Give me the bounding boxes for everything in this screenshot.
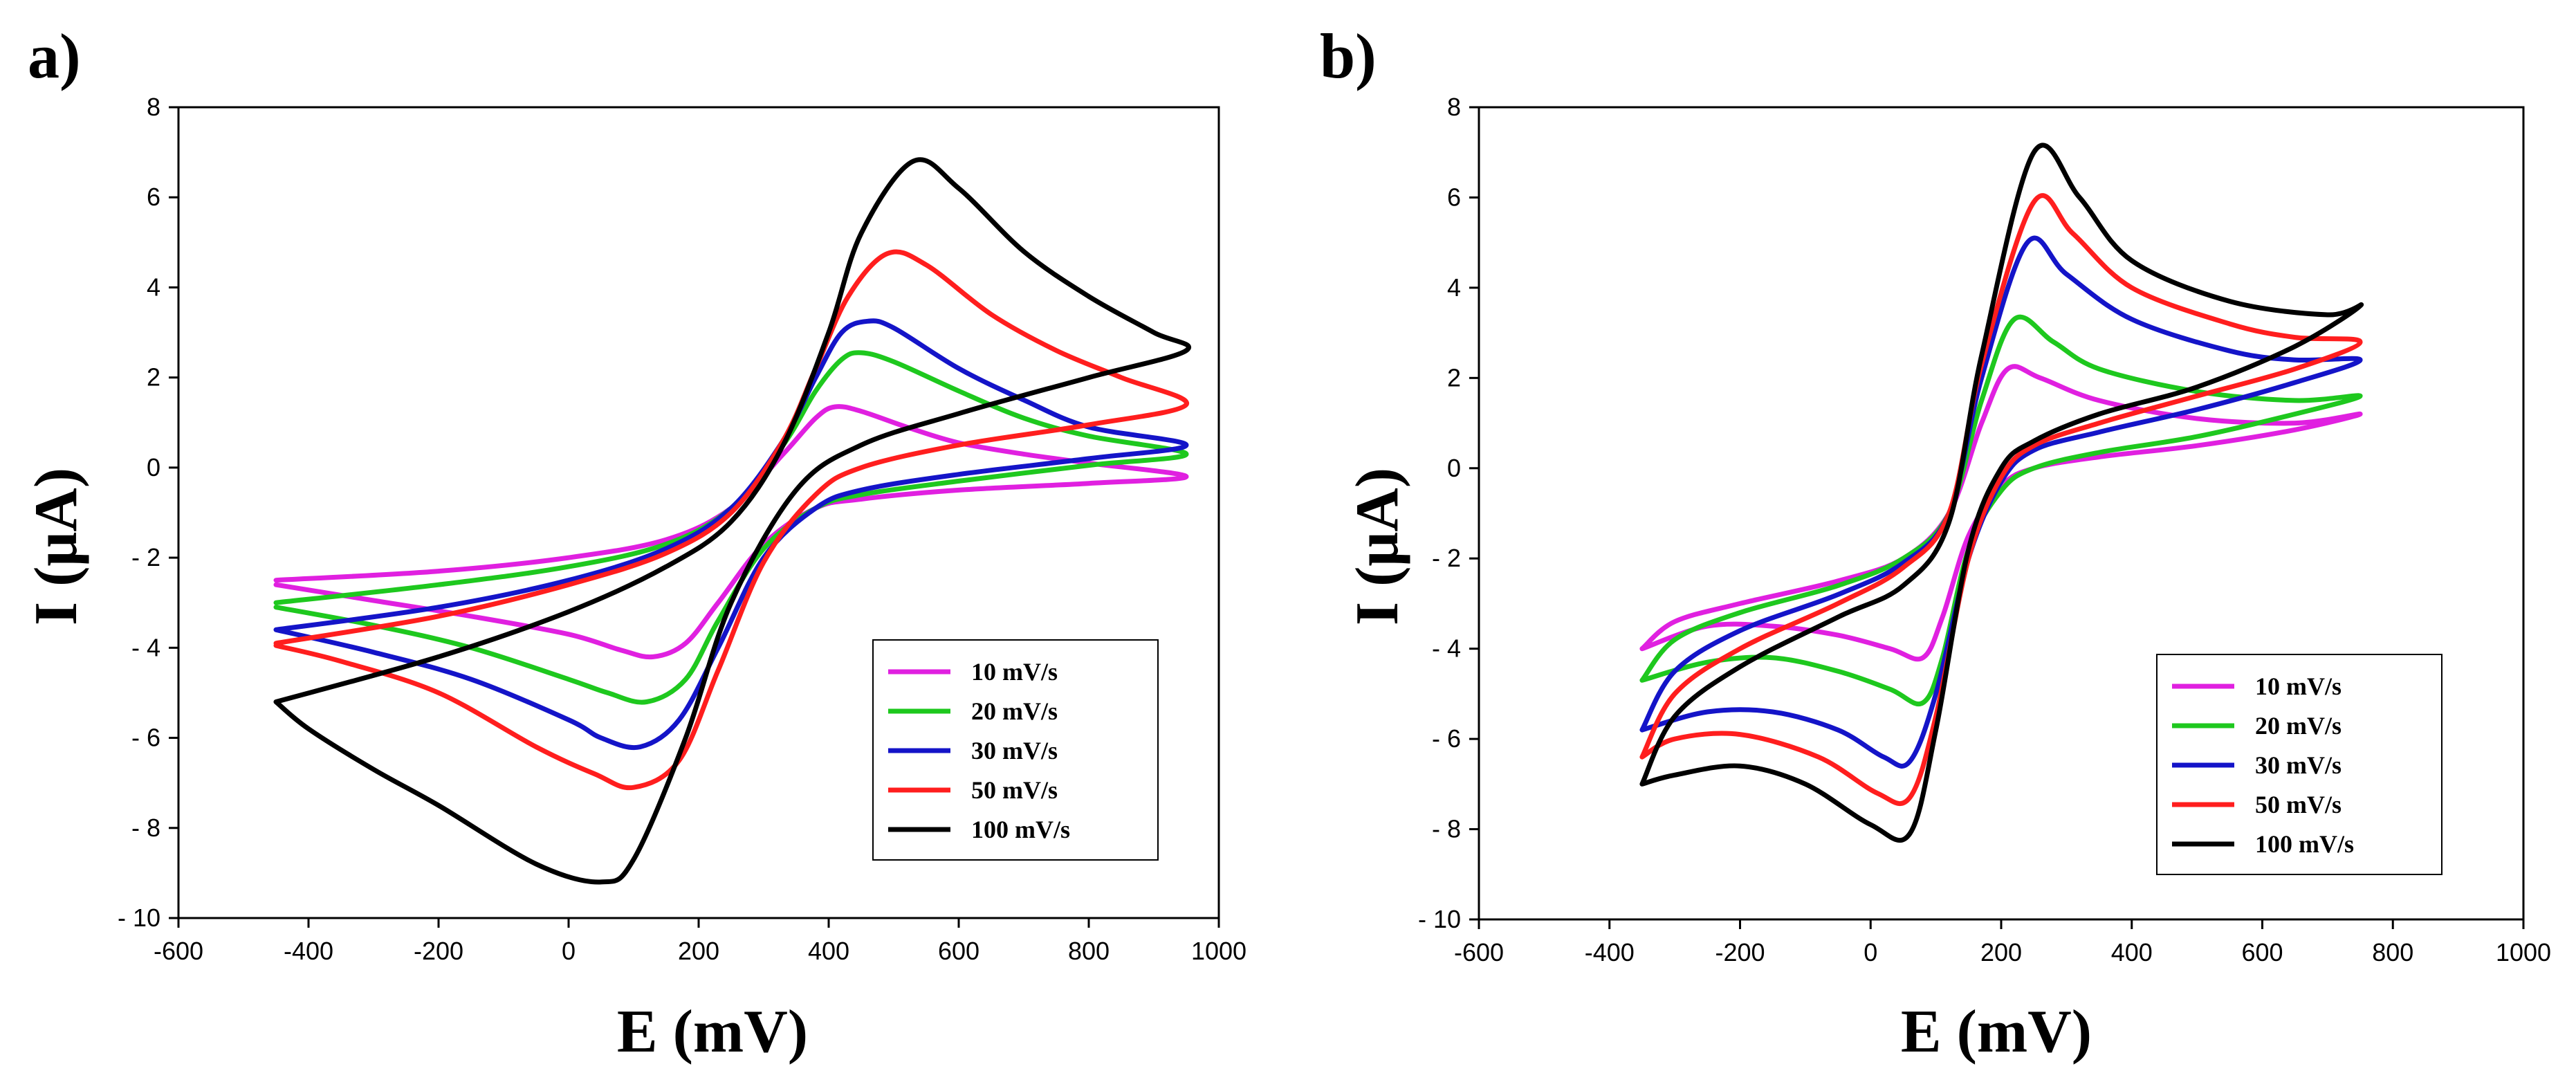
legend-label: 30 mV/s	[2255, 751, 2342, 779]
y-tick-label: - 8	[1432, 815, 1461, 843]
y-tick-label: - 4	[1432, 634, 1461, 663]
panel-a-label: a)	[28, 21, 81, 91]
panel-a-ylabel-wrap: I (μA)	[23, 468, 90, 625]
y-tick-label: - 10	[1418, 905, 1461, 933]
cv-curve-10-mv-s	[1639, 364, 2363, 662]
x-tick-label: 800	[1068, 937, 1110, 965]
panel-b-legend: 10 mV/s 20 mV/s 30 mV/s 50 mV/s 100 mV/s	[2156, 654, 2442, 875]
cv-curve-20-mv-s	[1639, 314, 2363, 707]
x-tick-label: 400	[2111, 938, 2153, 966]
cv-curve-50-mv-s	[273, 249, 1189, 791]
y-tick-label: 8	[1447, 93, 1461, 121]
cv-curve-100-mv-s	[1639, 143, 2364, 843]
y-tick-label: - 4	[131, 633, 160, 661]
legend-label: 100 mV/s	[971, 816, 1070, 843]
y-tick-label: - 2	[131, 543, 160, 571]
x-tick-label: -600	[1454, 938, 1504, 966]
y-tick-label: 2	[147, 363, 160, 392]
legend-label: 20 mV/s	[971, 697, 1058, 725]
cv-curve-50-mv-s	[1639, 193, 2363, 807]
panel-b-ylabel: I (μA)	[1344, 468, 1411, 625]
x-tick-label: -200	[1715, 938, 1765, 966]
y-tick-label: 0	[147, 453, 160, 482]
cv-curve-100-mv-s	[273, 157, 1191, 885]
legend-label: 30 mV/s	[971, 737, 1058, 764]
y-tick-label: 4	[147, 273, 160, 301]
panel-b: b) I (μA) E (mV) -600 -400 -200 0 200 400 600 8…	[1320, 21, 2551, 1065]
y-tick-label: - 8	[131, 814, 160, 842]
x-tick-label: -200	[414, 937, 463, 965]
panel-b-label: b)	[1320, 21, 1377, 91]
x-tick-label: 600	[2241, 938, 2283, 966]
x-tick-label: 600	[938, 937, 979, 965]
x-tick-label: 200	[1980, 938, 2022, 966]
y-tick-label: 8	[147, 93, 160, 121]
x-tick-label: 400	[808, 937, 849, 965]
x-tick-label: -600	[154, 937, 203, 965]
x-tick-label: 0	[1864, 938, 1877, 966]
y-tick-label: - 6	[1432, 724, 1461, 753]
y-tick-label: - 6	[131, 724, 160, 752]
panel-a: a) I (μA) E (mV) -600 -400 -200 0 200 400 600 8…	[23, 21, 1246, 1065]
panel-a-legend: 10 mV/s 20 mV/s 30 mV/s 50 mV/s 100 mV/s	[872, 639, 1159, 861]
panel-a-xlabel: E (mV)	[617, 998, 808, 1065]
x-tick-label: -400	[284, 937, 333, 965]
y-tick-label: 2	[1447, 363, 1461, 392]
y-tick-label: 6	[147, 183, 160, 211]
x-tick-label: 200	[678, 937, 719, 965]
legend-label: 50 mV/s	[2255, 791, 2342, 818]
legend-label: 50 mV/s	[971, 776, 1058, 804]
panel-a-series	[273, 157, 1191, 885]
x-tick-label: 800	[2372, 938, 2413, 966]
y-tick-label: 0	[1447, 454, 1461, 482]
legend-label: 10 mV/s	[2255, 672, 2342, 700]
cv-curve-30-mv-s	[1639, 235, 2363, 769]
panel-b-ticks: -600 -400 -200 0 200 400 600 800 1000 - 10 - 8 - 6 -…	[1418, 93, 2551, 966]
y-tick-label: - 10	[118, 904, 160, 932]
x-tick-label: 1000	[2496, 938, 2551, 966]
y-tick-label: - 2	[1432, 544, 1461, 572]
x-tick-label: 1000	[1191, 937, 1246, 965]
panel-b-ylabel-wrap: I (μA)	[1344, 468, 1411, 625]
legend-label: 20 mV/s	[2255, 712, 2342, 740]
x-tick-label: -400	[1585, 938, 1635, 966]
panel-b-xlabel: E (mV)	[1901, 998, 2092, 1065]
panel-a-ylabel: I (μA)	[23, 468, 90, 625]
legend-label: 100 mV/s	[2255, 830, 2354, 858]
panel-b-series	[1639, 143, 2364, 843]
y-tick-label: 4	[1447, 273, 1461, 302]
y-tick-label: 6	[1447, 183, 1461, 211]
x-tick-label: 0	[562, 937, 576, 965]
cv-curve-30-mv-s	[273, 318, 1189, 751]
panel-a-ticks: -600 -400 -200 0 200 400 600 800 1000 - 10 - 8 - 6 -…	[118, 93, 1246, 965]
legend-label: 10 mV/s	[971, 658, 1058, 686]
